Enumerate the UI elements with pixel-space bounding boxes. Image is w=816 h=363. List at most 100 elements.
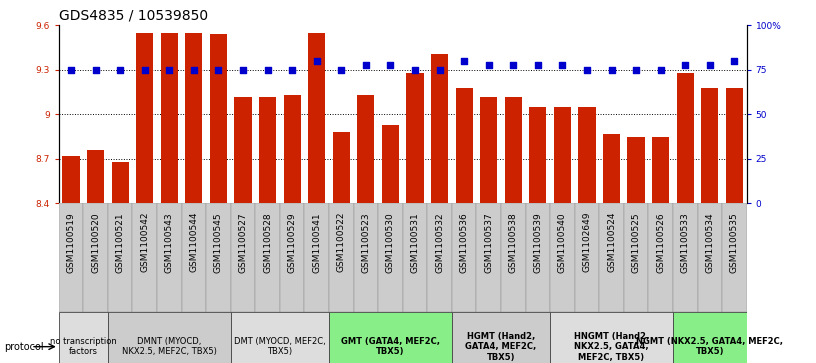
Bar: [259, 97, 276, 203]
FancyBboxPatch shape: [132, 203, 157, 312]
Point: [580, 67, 593, 73]
FancyBboxPatch shape: [673, 312, 747, 363]
Point: [310, 58, 323, 64]
Point: [188, 67, 201, 73]
Bar: [676, 73, 694, 203]
Text: GMT (GATA4, MEF2C,
TBX5): GMT (GATA4, MEF2C, TBX5): [341, 337, 440, 356]
Text: GSM1100543: GSM1100543: [165, 212, 174, 273]
Point: [556, 62, 569, 68]
Bar: [185, 33, 202, 203]
Bar: [161, 33, 178, 203]
Bar: [431, 54, 448, 203]
FancyBboxPatch shape: [452, 203, 477, 312]
Bar: [725, 87, 743, 203]
Point: [162, 67, 175, 73]
Text: protocol: protocol: [4, 342, 44, 352]
Point: [728, 58, 741, 64]
Text: GSM1100531: GSM1100531: [410, 212, 419, 273]
Bar: [112, 162, 129, 203]
Bar: [406, 73, 424, 203]
FancyBboxPatch shape: [599, 203, 623, 312]
Point: [433, 67, 446, 73]
Bar: [283, 95, 301, 203]
Text: GSM1100532: GSM1100532: [435, 212, 444, 273]
FancyBboxPatch shape: [623, 203, 649, 312]
Text: DMNT (MYOCD,
NKX2.5, MEF2C, TBX5): DMNT (MYOCD, NKX2.5, MEF2C, TBX5): [122, 337, 217, 356]
Bar: [628, 136, 645, 203]
Point: [335, 67, 348, 73]
Text: GSM1102649: GSM1102649: [583, 212, 592, 273]
Text: no transcription
factors: no transcription factors: [50, 337, 117, 356]
Bar: [63, 156, 80, 203]
Point: [359, 62, 372, 68]
Bar: [234, 97, 251, 203]
Text: GSM1100544: GSM1100544: [189, 212, 198, 273]
FancyBboxPatch shape: [574, 203, 599, 312]
Text: GDS4835 / 10539850: GDS4835 / 10539850: [59, 9, 208, 23]
FancyBboxPatch shape: [501, 203, 526, 312]
Point: [261, 67, 274, 73]
FancyBboxPatch shape: [353, 203, 378, 312]
Text: GSM1100523: GSM1100523: [361, 212, 370, 273]
Text: GSM1100545: GSM1100545: [214, 212, 223, 273]
Point: [64, 67, 78, 73]
Text: GSM1100530: GSM1100530: [386, 212, 395, 273]
Text: GSM1100536: GSM1100536: [459, 212, 468, 273]
Bar: [210, 34, 227, 203]
Text: GSM1100524: GSM1100524: [607, 212, 616, 273]
FancyBboxPatch shape: [231, 203, 255, 312]
Bar: [701, 87, 718, 203]
Text: GSM1100541: GSM1100541: [313, 212, 322, 273]
Text: GSM1100527: GSM1100527: [238, 212, 247, 273]
FancyBboxPatch shape: [157, 203, 182, 312]
Point: [507, 62, 520, 68]
Bar: [333, 132, 350, 203]
FancyBboxPatch shape: [108, 203, 132, 312]
Text: GSM1100537: GSM1100537: [484, 212, 493, 273]
Point: [605, 67, 618, 73]
FancyBboxPatch shape: [329, 203, 353, 312]
Text: GSM1100529: GSM1100529: [288, 212, 297, 273]
FancyBboxPatch shape: [649, 203, 673, 312]
Point: [113, 67, 126, 73]
Text: GSM1100534: GSM1100534: [705, 212, 714, 273]
Point: [409, 67, 422, 73]
Bar: [579, 107, 596, 203]
Text: DMT (MYOCD, MEF2C,
TBX5): DMT (MYOCD, MEF2C, TBX5): [234, 337, 326, 356]
FancyBboxPatch shape: [182, 203, 206, 312]
FancyBboxPatch shape: [428, 203, 452, 312]
FancyBboxPatch shape: [108, 312, 231, 363]
FancyBboxPatch shape: [304, 203, 329, 312]
FancyBboxPatch shape: [550, 203, 574, 312]
Point: [138, 67, 151, 73]
FancyBboxPatch shape: [526, 203, 550, 312]
Point: [531, 62, 544, 68]
Text: HGMT (Hand2,
GATA4, MEF2C,
TBX5): HGMT (Hand2, GATA4, MEF2C, TBX5): [465, 332, 537, 362]
Bar: [382, 125, 399, 203]
Text: GSM1100538: GSM1100538: [508, 212, 517, 273]
Point: [89, 67, 102, 73]
Point: [654, 67, 667, 73]
Text: GSM1100535: GSM1100535: [730, 212, 738, 273]
FancyBboxPatch shape: [402, 203, 428, 312]
Text: GSM1100542: GSM1100542: [140, 212, 149, 273]
Bar: [652, 136, 669, 203]
Bar: [357, 95, 375, 203]
Point: [458, 58, 471, 64]
Bar: [554, 107, 571, 203]
FancyBboxPatch shape: [452, 312, 550, 363]
Point: [679, 62, 692, 68]
Point: [237, 67, 250, 73]
Bar: [603, 134, 620, 203]
Text: GSM1100533: GSM1100533: [681, 212, 690, 273]
Point: [482, 62, 495, 68]
FancyBboxPatch shape: [378, 203, 402, 312]
Text: GSM1100528: GSM1100528: [263, 212, 272, 273]
Text: HNGMT (Hand2,
NKX2.5, GATA4,
MEF2C, TBX5): HNGMT (Hand2, NKX2.5, GATA4, MEF2C, TBX5…: [574, 332, 650, 362]
FancyBboxPatch shape: [59, 312, 108, 363]
Point: [703, 62, 716, 68]
Bar: [455, 87, 472, 203]
FancyBboxPatch shape: [550, 312, 673, 363]
FancyBboxPatch shape: [255, 203, 280, 312]
Point: [384, 62, 397, 68]
